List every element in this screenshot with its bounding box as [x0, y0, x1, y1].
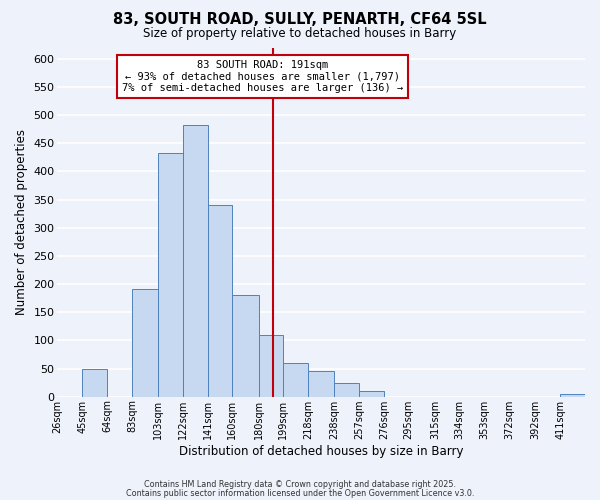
- Y-axis label: Number of detached properties: Number of detached properties: [15, 129, 28, 315]
- Bar: [334, 382, 359, 396]
- Bar: [132, 288, 158, 397]
- Bar: [259, 334, 283, 396]
- Bar: [308, 372, 334, 396]
- Bar: [560, 394, 585, 396]
- Bar: [82, 368, 107, 396]
- Bar: [283, 363, 308, 396]
- Bar: [232, 296, 259, 396]
- Bar: [359, 391, 384, 396]
- Text: 83, SOUTH ROAD, SULLY, PENARTH, CF64 5SL: 83, SOUTH ROAD, SULLY, PENARTH, CF64 5SL: [113, 12, 487, 28]
- Text: 83 SOUTH ROAD: 191sqm
← 93% of detached houses are smaller (1,797)
7% of semi-de: 83 SOUTH ROAD: 191sqm ← 93% of detached …: [122, 60, 403, 93]
- Text: Size of property relative to detached houses in Barry: Size of property relative to detached ho…: [143, 28, 457, 40]
- X-axis label: Distribution of detached houses by size in Barry: Distribution of detached houses by size …: [179, 444, 463, 458]
- Bar: [158, 153, 183, 396]
- Text: Contains public sector information licensed under the Open Government Licence v3: Contains public sector information licen…: [126, 488, 474, 498]
- Text: Contains HM Land Registry data © Crown copyright and database right 2025.: Contains HM Land Registry data © Crown c…: [144, 480, 456, 489]
- Bar: [183, 124, 208, 396]
- Bar: [208, 205, 232, 396]
